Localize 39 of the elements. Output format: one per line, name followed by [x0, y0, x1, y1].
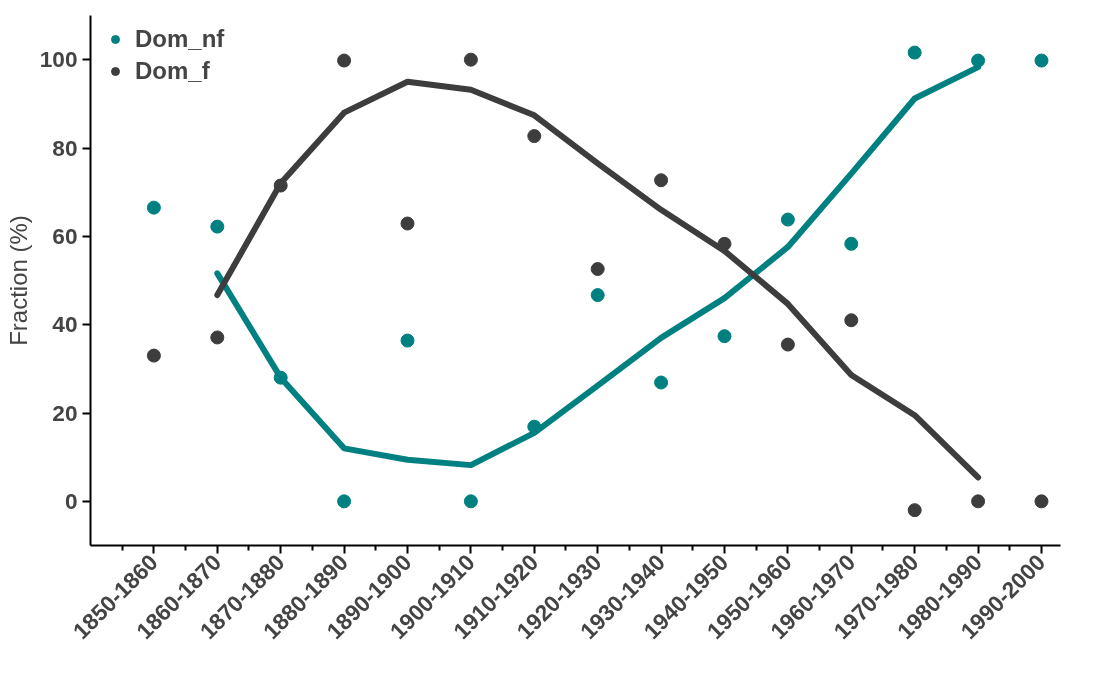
point [463, 52, 478, 67]
point [971, 494, 986, 509]
point [210, 219, 225, 234]
point [971, 53, 986, 68]
point [527, 129, 542, 144]
point [400, 216, 415, 231]
y-tick-label: 80 [52, 134, 78, 161]
point [654, 375, 669, 390]
point [654, 173, 669, 188]
point [337, 494, 352, 509]
point [273, 370, 288, 385]
point [907, 503, 922, 518]
point [844, 313, 859, 328]
point [1034, 53, 1049, 68]
y-tick-label: 20 [52, 399, 78, 426]
legend-label: Dom_nf [135, 25, 225, 53]
y-tick-label: 0 [64, 487, 78, 514]
point [400, 333, 415, 348]
y-axis-title: Fraction (%) [4, 215, 32, 346]
point [590, 262, 605, 276]
point [527, 419, 542, 434]
y-tick-label: 40 [52, 311, 78, 338]
point [337, 53, 352, 68]
point [717, 236, 732, 251]
point [273, 178, 288, 193]
point [146, 348, 161, 363]
point [210, 330, 225, 345]
y-tick-label: 60 [52, 222, 78, 249]
legend-label: Dom_f [135, 57, 210, 85]
point [907, 45, 922, 60]
y-tick-label: 100 [39, 46, 78, 73]
point [1034, 494, 1049, 509]
point [780, 337, 795, 352]
point [717, 329, 732, 344]
point [463, 494, 478, 509]
point [780, 212, 795, 227]
point [844, 236, 859, 251]
point [590, 288, 605, 303]
point [146, 200, 161, 215]
